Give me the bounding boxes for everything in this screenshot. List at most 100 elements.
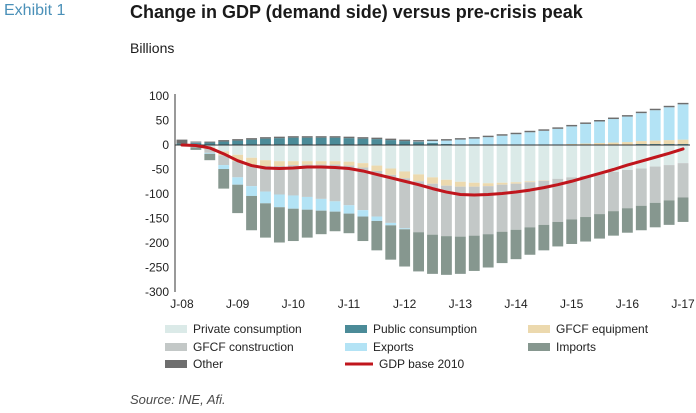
x-tick-label: J-16	[616, 297, 640, 311]
bar-segment	[621, 115, 633, 117]
legend-swatch	[165, 343, 187, 351]
bar-segment	[580, 143, 592, 145]
bar-segment	[343, 213, 355, 234]
gdp-line	[180, 143, 685, 197]
bar-segment	[371, 165, 383, 171]
bar-segment	[287, 165, 299, 196]
bar-segment	[357, 167, 369, 211]
bar-segment	[427, 139, 438, 142]
bar-segment	[246, 164, 257, 187]
bar-segment	[287, 136, 299, 138]
bar-segment	[260, 137, 271, 139]
bar-segment	[621, 116, 633, 143]
bar-segment	[399, 178, 411, 229]
bar-segment	[315, 145, 327, 162]
bar-segment	[273, 145, 285, 162]
bar-segment	[427, 145, 438, 178]
bar-segment	[413, 140, 425, 142]
bar-segment	[663, 200, 675, 225]
bar-segment	[190, 141, 202, 143]
bar-segment	[635, 113, 647, 142]
bar-segment	[608, 119, 619, 143]
bar-segment	[301, 145, 313, 162]
bar-segment	[343, 161, 355, 166]
bar-segment	[608, 117, 619, 120]
bar-segment	[260, 160, 271, 167]
bar-segment	[218, 145, 230, 152]
bar-segment	[246, 139, 257, 145]
bar-segment	[552, 221, 564, 247]
bar-segment	[454, 139, 466, 145]
bar-segment	[329, 137, 341, 145]
bar-segment	[260, 166, 271, 192]
x-tick-label: J-10	[282, 297, 306, 311]
x-tick-label: J-14	[504, 297, 528, 311]
bar-segment	[635, 141, 647, 145]
bar-segment	[440, 139, 452, 141]
y-tick-label: -50	[152, 163, 170, 177]
bar-segment	[468, 182, 480, 187]
bar-segment	[301, 161, 313, 165]
bar-segment	[385, 145, 397, 169]
bar-segment	[566, 177, 578, 220]
bar-segment	[232, 184, 244, 214]
bar-segment	[677, 102, 689, 105]
bar-segment	[454, 186, 466, 237]
bar-segment	[315, 137, 327, 145]
bar-segment	[510, 132, 522, 135]
legend-swatch	[165, 325, 187, 333]
bar-segment	[273, 161, 285, 167]
bar-segment	[538, 224, 550, 251]
bar-segment	[468, 137, 480, 139]
bar-segment	[482, 145, 494, 184]
x-tick-label: J-12	[393, 297, 417, 311]
bar-segment	[204, 142, 216, 145]
bar-segment	[510, 134, 522, 145]
legend-label: Private consumption	[193, 322, 302, 336]
bar-segment	[413, 145, 425, 175]
bar-segment	[524, 227, 536, 255]
bar-segment	[649, 110, 661, 141]
bar-segment	[468, 235, 480, 271]
bar-segment	[301, 137, 313, 145]
legend-label: Other	[193, 357, 223, 371]
bar-segment	[440, 236, 452, 275]
bar-segment	[454, 138, 466, 140]
bar-segment	[440, 185, 452, 237]
bar-segment	[260, 191, 271, 204]
bar-segment	[649, 108, 661, 111]
bar-segment	[260, 203, 271, 238]
bar-segment	[482, 135, 494, 138]
bar-segment	[566, 219, 578, 244]
exhibit-label: Exhibit 1	[4, 2, 66, 19]
bar-segment	[232, 139, 244, 141]
line-layer	[180, 143, 685, 197]
bar-segment	[399, 229, 411, 267]
bar-segment	[246, 195, 257, 231]
bar-segment	[635, 168, 647, 206]
bar-segment	[399, 228, 411, 230]
bar-segment	[608, 142, 619, 145]
bar-segment	[663, 105, 675, 108]
y-tick-label: -300	[145, 285, 169, 299]
bar-segment	[524, 130, 536, 133]
bar-segment	[273, 207, 285, 243]
bar-segment	[621, 208, 633, 233]
bar-segment	[413, 142, 425, 145]
bar-segment	[580, 122, 592, 124]
bar-segment	[385, 168, 397, 175]
bar-segment	[357, 145, 369, 164]
bar-segment	[580, 123, 592, 144]
bar-segment	[357, 137, 369, 139]
bar-segment	[301, 136, 313, 138]
bar-segment	[510, 229, 522, 260]
bar-segment	[287, 145, 299, 162]
bar-segment	[399, 145, 411, 172]
bar-segment	[538, 145, 550, 181]
bar-segment	[357, 210, 369, 217]
bar-segment	[301, 164, 313, 197]
bar-segment	[440, 179, 452, 186]
bar-segment	[343, 165, 355, 206]
bar-segment	[635, 111, 647, 114]
bar-segment	[371, 216, 383, 221]
